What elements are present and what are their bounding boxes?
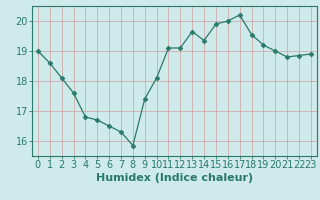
- X-axis label: Humidex (Indice chaleur): Humidex (Indice chaleur): [96, 173, 253, 183]
